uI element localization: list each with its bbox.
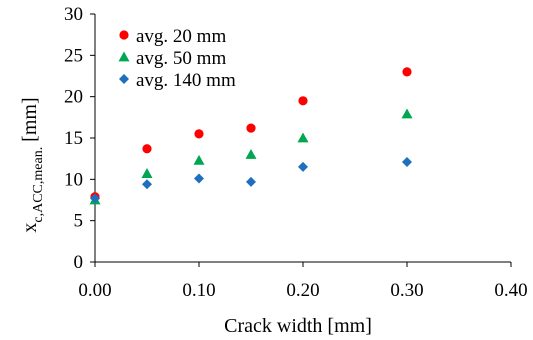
data-point-series-1 — [402, 67, 412, 77]
data-point-series-1 — [246, 123, 256, 133]
y-axis-label-unit: [mm] — [19, 97, 41, 146]
data-point-series-3 — [90, 193, 100, 204]
data-point-series-2 — [193, 154, 205, 165]
data-point-series-3 — [402, 156, 412, 167]
y-tick-label: 15 — [64, 128, 83, 149]
data-point-series-1 — [298, 96, 308, 106]
data-point-series-1 — [194, 129, 204, 139]
data-point-series-3 — [142, 179, 152, 190]
x-tick-label: 0.00 — [78, 280, 111, 301]
data-point-series-3 — [194, 173, 204, 184]
legend-marker-2 — [118, 51, 130, 62]
data-point-series-2 — [245, 149, 257, 159]
legend-marker-1 — [119, 30, 129, 40]
data-point-series-3 — [246, 176, 256, 187]
data-point-series-1 — [142, 144, 152, 154]
y-tick-label: 10 — [64, 169, 83, 190]
legend-label-2: avg. 50 mm — [136, 48, 226, 69]
x-tick-label: 0.30 — [390, 280, 423, 301]
y-axis-label-main: x — [19, 223, 41, 233]
y-tick-label: 0 — [74, 252, 84, 273]
x-tick-label: 0.20 — [286, 280, 319, 301]
x-axis-label: Crack width [mm] — [224, 315, 372, 337]
x-tick-label: 0.10 — [182, 280, 215, 301]
legend-label-1: avg. 20 mm — [136, 26, 226, 47]
x-tick-label: 0.40 — [494, 280, 527, 301]
y-axis-label-sub: c,ACC,mean. — [31, 147, 46, 223]
data-point-series-2 — [141, 168, 153, 178]
y-tick-label: 5 — [74, 211, 84, 232]
y-tick-label: 30 — [64, 4, 83, 25]
data-point-series-3 — [298, 161, 308, 172]
axes — [90, 13, 512, 267]
y-tick-label: 20 — [64, 87, 83, 108]
y-axis-label: xc,ACC,mean. [mm] — [19, 97, 46, 232]
data-points — [89, 67, 413, 205]
legend-marker-3 — [119, 74, 129, 84]
y-tick-label: 25 — [64, 45, 83, 66]
data-point-series-2 — [297, 132, 309, 143]
data-point-series-2 — [401, 108, 413, 119]
tick-labels: 0 5 10 15 20 25 30 0.00 0.10 0.20 0.30 0.40 — [64, 4, 528, 301]
legend-label-3: avg. 140 mm — [136, 70, 236, 91]
